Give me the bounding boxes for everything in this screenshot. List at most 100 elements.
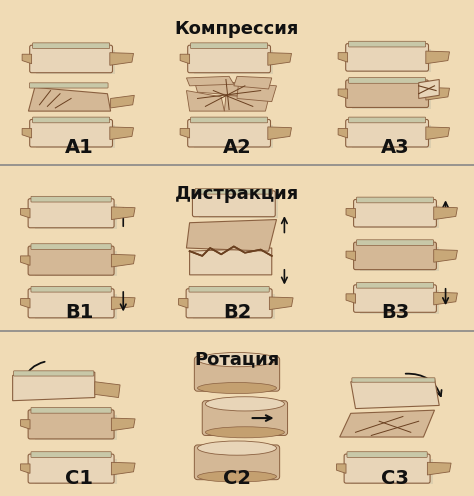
FancyBboxPatch shape [28, 199, 114, 228]
Polygon shape [360, 247, 439, 271]
Text: С3: С3 [381, 469, 409, 488]
FancyBboxPatch shape [195, 188, 273, 194]
Polygon shape [35, 294, 117, 319]
FancyBboxPatch shape [33, 43, 109, 49]
Polygon shape [352, 49, 431, 72]
Polygon shape [419, 79, 439, 99]
Text: А3: А3 [381, 138, 410, 157]
Polygon shape [35, 415, 117, 440]
Polygon shape [20, 420, 30, 429]
Polygon shape [360, 204, 439, 228]
FancyBboxPatch shape [348, 41, 426, 47]
Polygon shape [199, 196, 278, 218]
Polygon shape [35, 459, 117, 485]
FancyBboxPatch shape [30, 45, 112, 73]
Polygon shape [22, 128, 32, 138]
FancyBboxPatch shape [348, 77, 426, 83]
Text: А2: А2 [223, 138, 251, 157]
Polygon shape [346, 294, 356, 303]
FancyBboxPatch shape [189, 286, 269, 292]
Polygon shape [110, 53, 134, 65]
Text: В2: В2 [223, 303, 251, 322]
Polygon shape [20, 464, 30, 473]
Polygon shape [110, 95, 134, 108]
Polygon shape [194, 124, 273, 148]
Polygon shape [35, 251, 117, 276]
Polygon shape [340, 410, 435, 437]
Polygon shape [36, 124, 115, 148]
Ellipse shape [205, 397, 284, 411]
Polygon shape [180, 128, 190, 138]
Polygon shape [22, 54, 32, 63]
FancyBboxPatch shape [354, 285, 437, 312]
Polygon shape [95, 382, 120, 397]
Text: С2: С2 [223, 469, 251, 488]
FancyBboxPatch shape [31, 244, 111, 249]
Polygon shape [360, 290, 439, 313]
FancyBboxPatch shape [188, 45, 271, 73]
Text: Дистракция: Дистракция [175, 185, 299, 203]
Polygon shape [426, 51, 449, 63]
Polygon shape [268, 127, 292, 139]
FancyBboxPatch shape [346, 80, 428, 108]
Polygon shape [237, 83, 276, 102]
FancyBboxPatch shape [356, 240, 434, 246]
Polygon shape [428, 462, 451, 475]
FancyBboxPatch shape [356, 282, 434, 288]
Polygon shape [111, 254, 135, 267]
Polygon shape [351, 378, 439, 409]
FancyBboxPatch shape [29, 83, 108, 88]
Polygon shape [20, 299, 30, 308]
Polygon shape [13, 372, 95, 401]
FancyBboxPatch shape [28, 246, 114, 275]
FancyBboxPatch shape [28, 289, 114, 318]
FancyBboxPatch shape [354, 199, 437, 227]
FancyBboxPatch shape [346, 120, 428, 147]
FancyBboxPatch shape [31, 286, 111, 292]
Polygon shape [338, 53, 347, 62]
Polygon shape [234, 76, 272, 89]
Ellipse shape [198, 382, 276, 394]
Polygon shape [35, 204, 117, 229]
Text: Компрессия: Компрессия [175, 20, 299, 38]
Polygon shape [352, 124, 431, 148]
Polygon shape [111, 207, 135, 220]
FancyBboxPatch shape [192, 191, 275, 217]
FancyBboxPatch shape [352, 378, 435, 382]
FancyBboxPatch shape [191, 43, 268, 49]
Polygon shape [338, 128, 347, 138]
FancyBboxPatch shape [33, 117, 109, 123]
FancyBboxPatch shape [31, 452, 111, 457]
FancyBboxPatch shape [344, 454, 430, 483]
Polygon shape [434, 249, 457, 262]
FancyBboxPatch shape [31, 196, 111, 202]
Polygon shape [434, 292, 457, 305]
Polygon shape [194, 50, 273, 74]
FancyBboxPatch shape [194, 357, 280, 391]
Polygon shape [28, 87, 110, 111]
FancyBboxPatch shape [194, 445, 280, 480]
Text: А1: А1 [64, 138, 93, 157]
FancyBboxPatch shape [346, 44, 428, 71]
Polygon shape [337, 464, 346, 473]
Polygon shape [111, 418, 135, 431]
FancyBboxPatch shape [356, 197, 434, 203]
FancyBboxPatch shape [28, 454, 114, 483]
Polygon shape [434, 207, 457, 220]
Polygon shape [224, 95, 269, 111]
FancyBboxPatch shape [347, 452, 427, 457]
Polygon shape [180, 54, 190, 63]
FancyBboxPatch shape [31, 408, 111, 413]
Polygon shape [186, 220, 276, 251]
Ellipse shape [198, 471, 276, 482]
Polygon shape [186, 76, 234, 86]
Polygon shape [346, 208, 356, 218]
Text: В3: В3 [381, 303, 409, 322]
Polygon shape [110, 127, 134, 139]
FancyBboxPatch shape [14, 371, 94, 376]
FancyBboxPatch shape [188, 120, 271, 147]
Polygon shape [269, 297, 293, 310]
Polygon shape [426, 127, 449, 139]
Polygon shape [20, 256, 30, 265]
Ellipse shape [198, 441, 276, 455]
